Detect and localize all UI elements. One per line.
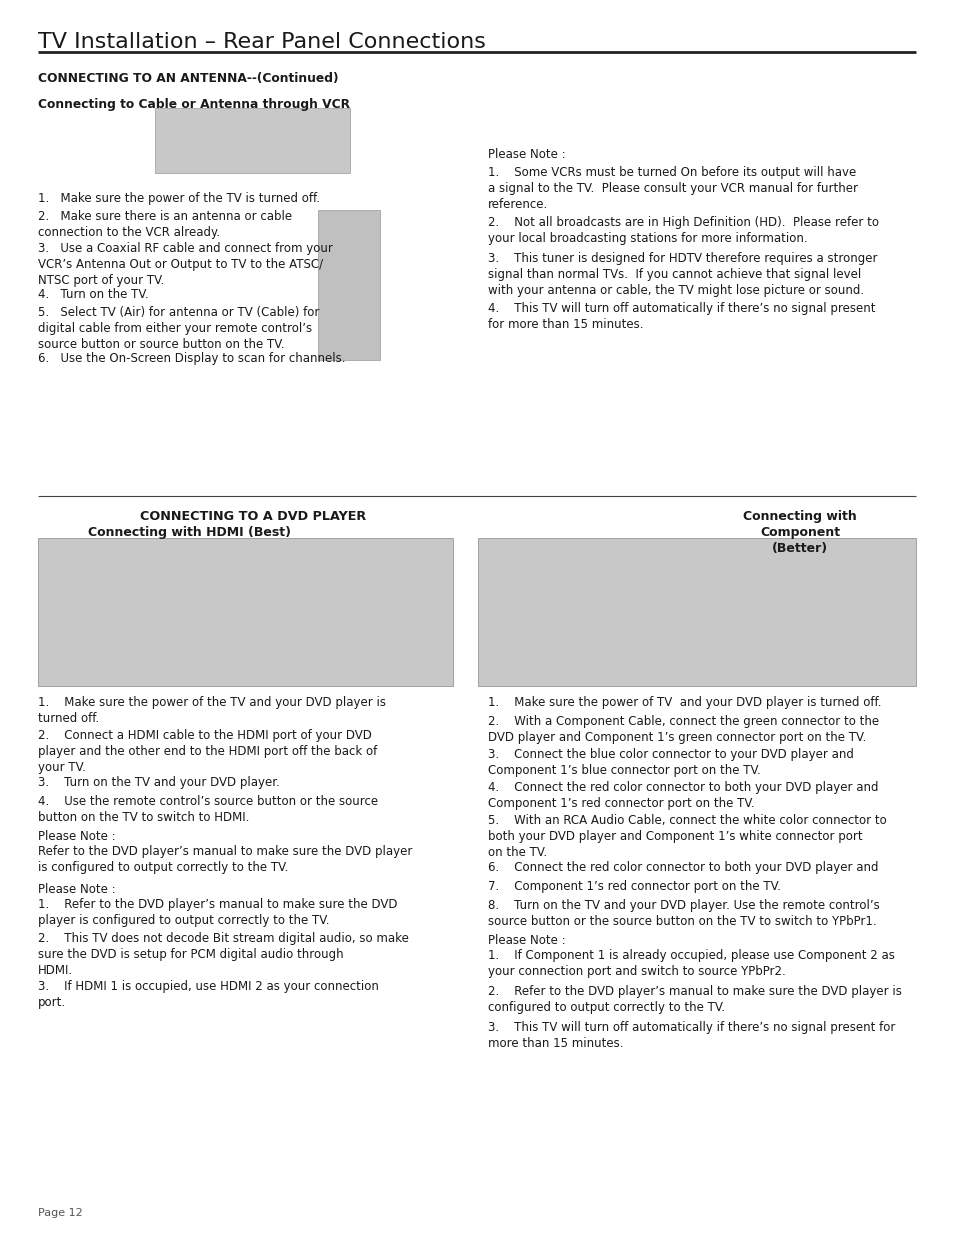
Text: 6.   Use the On-Screen Display to scan for channels.: 6. Use the On-Screen Display to scan for… bbox=[38, 352, 345, 366]
Bar bbox=[154, 107, 350, 173]
Text: 4.    This TV will turn off automatically if there’s no signal present
for more : 4. This TV will turn off automatically i… bbox=[488, 303, 875, 331]
Text: 2.    Refer to the DVD player’s manual to make sure the DVD player is
configured: 2. Refer to the DVD player’s manual to m… bbox=[488, 986, 901, 1014]
Text: Connecting with
Component
(Better): Connecting with Component (Better) bbox=[742, 510, 856, 555]
Text: CONNECTING TO AN ANTENNA--(Continued): CONNECTING TO AN ANTENNA--(Continued) bbox=[38, 72, 338, 85]
Text: 3.    Turn on the TV and your DVD player.: 3. Turn on the TV and your DVD player. bbox=[38, 776, 279, 789]
Text: Please Note :: Please Note : bbox=[488, 934, 565, 947]
Text: 6.    Connect the red color connector to both your DVD player and: 6. Connect the red color connector to bo… bbox=[488, 861, 878, 874]
Text: 3.    Connect the blue color connector to your DVD player and
Component 1’s blue: 3. Connect the blue color connector to y… bbox=[488, 748, 853, 777]
Text: 4.   Turn on the TV.: 4. Turn on the TV. bbox=[38, 288, 149, 301]
Text: CONNECTING TO A DVD PLAYER: CONNECTING TO A DVD PLAYER bbox=[140, 510, 366, 522]
Text: 4.    Use the remote control’s source button or the source
button on the TV to s: 4. Use the remote control’s source butto… bbox=[38, 795, 377, 824]
Text: 8.    Turn on the TV and your DVD player. Use the remote control’s
source button: 8. Turn on the TV and your DVD player. U… bbox=[488, 899, 879, 927]
Text: 3.    This tuner is designed for HDTV therefore requires a stronger
signal than : 3. This tuner is designed for HDTV there… bbox=[488, 252, 877, 296]
Text: Connecting with HDMI (Best): Connecting with HDMI (Best) bbox=[89, 526, 292, 538]
Text: 1.    If Component 1 is already occupied, please use Component 2 as
your connect: 1. If Component 1 is already occupied, p… bbox=[488, 948, 894, 978]
Text: 1.    Refer to the DVD player’s manual to make sure the DVD
player is configured: 1. Refer to the DVD player’s manual to m… bbox=[38, 898, 397, 927]
Text: 1.   Make sure the power of the TV is turned off.: 1. Make sure the power of the TV is turn… bbox=[38, 191, 319, 205]
Text: 2.    Connect a HDMI cable to the HDMI port of your DVD
player and the other end: 2. Connect a HDMI cable to the HDMI port… bbox=[38, 729, 376, 774]
Text: 1.    Some VCRs must be turned On before its output will have
a signal to the TV: 1. Some VCRs must be turned On before it… bbox=[488, 165, 857, 211]
Text: Connecting to Cable or Antenna through VCR: Connecting to Cable or Antenna through V… bbox=[38, 98, 350, 111]
Text: 2.   Make sure there is an antenna or cable
connection to the VCR already.: 2. Make sure there is an antenna or cabl… bbox=[38, 210, 292, 240]
Text: 2.    Not all broadcasts are in High Definition (HD).  Please refer to
your loca: 2. Not all broadcasts are in High Defini… bbox=[488, 216, 878, 245]
Text: 3.    If HDMI 1 is occupied, use HDMI 2 as your connection
port.: 3. If HDMI 1 is occupied, use HDMI 2 as … bbox=[38, 981, 378, 1009]
Text: TV Installation – Rear Panel Connections: TV Installation – Rear Panel Connections bbox=[38, 32, 485, 52]
Bar bbox=[38, 538, 453, 685]
Text: 3.    This TV will turn off automatically if there’s no signal present for
more : 3. This TV will turn off automatically i… bbox=[488, 1021, 895, 1050]
Text: 2.    This TV does not decode Bit stream digital audio, so make
sure the DVD is : 2. This TV does not decode Bit stream di… bbox=[38, 932, 409, 977]
Text: 5.    With an RCA Audio Cable, connect the white color connector to
both your DV: 5. With an RCA Audio Cable, connect the … bbox=[488, 814, 886, 860]
Text: 4.    Connect the red color connector to both your DVD player and
Component 1’s : 4. Connect the red color connector to bo… bbox=[488, 781, 878, 810]
Bar bbox=[477, 538, 915, 685]
Bar bbox=[317, 210, 379, 359]
Text: Please Note :: Please Note : bbox=[488, 148, 565, 161]
Text: 1.    Make sure the power of the TV and your DVD player is
turned off.: 1. Make sure the power of the TV and you… bbox=[38, 697, 386, 725]
Text: Please Note :: Please Note : bbox=[38, 883, 115, 897]
Text: Page 12: Page 12 bbox=[38, 1208, 83, 1218]
Text: Please Note :: Please Note : bbox=[38, 830, 115, 844]
Text: 7.    Component 1’s red connector port on the TV.: 7. Component 1’s red connector port on t… bbox=[488, 881, 781, 893]
Text: Refer to the DVD player’s manual to make sure the DVD player
is configured to ou: Refer to the DVD player’s manual to make… bbox=[38, 845, 412, 874]
Text: 1.    Make sure the power of TV  and your DVD player is turned off.: 1. Make sure the power of TV and your DV… bbox=[488, 697, 881, 709]
Text: 3.   Use a Coaxial RF cable and connect from your
VCR’s Antenna Out or Output to: 3. Use a Coaxial RF cable and connect fr… bbox=[38, 242, 333, 287]
Text: 5.   Select TV (Air) for antenna or TV (Cable) for
digital cable from either you: 5. Select TV (Air) for antenna or TV (Ca… bbox=[38, 306, 319, 351]
Text: 2.    With a Component Cable, connect the green connector to the
DVD player and : 2. With a Component Cable, connect the g… bbox=[488, 715, 879, 743]
